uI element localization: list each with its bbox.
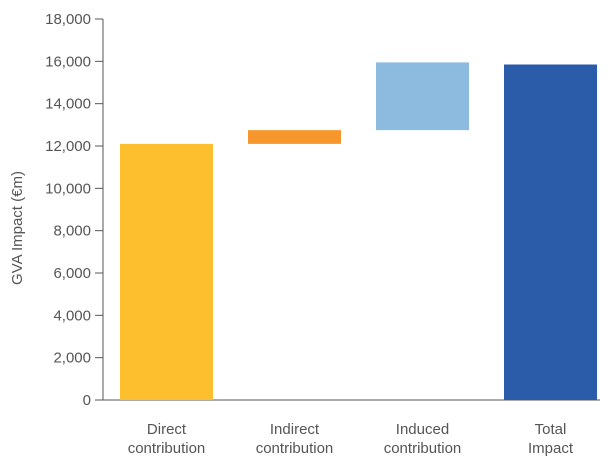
x-tick-label: contribution bbox=[384, 440, 462, 457]
bars bbox=[120, 62, 597, 400]
x-axis: Direct contribution Indirect contribution In… bbox=[128, 421, 574, 457]
y-tick-label: 4,000 bbox=[53, 307, 91, 324]
x-tick-label: Induced bbox=[396, 421, 449, 438]
bar bbox=[248, 130, 341, 144]
y-tick-label: 6,000 bbox=[53, 265, 91, 282]
y-tick-label: 10,000 bbox=[45, 180, 91, 197]
x-tick-label: contribution bbox=[128, 440, 206, 457]
y-axis: 0 2,000 4,000 6,000 8,000 10,000 12,000 14,000 1… bbox=[45, 11, 600, 409]
bar bbox=[376, 62, 469, 131]
y-tick-label: 2,000 bbox=[53, 350, 91, 367]
y-tick-label: 18,000 bbox=[45, 11, 91, 28]
y-tick-label: 14,000 bbox=[45, 96, 91, 113]
bar bbox=[120, 143, 213, 400]
y-axis-title: GVA Impact (€m) bbox=[9, 171, 26, 285]
y-tick-label: 12,000 bbox=[45, 138, 91, 155]
y-tick-label: 8,000 bbox=[53, 223, 91, 240]
bar bbox=[504, 64, 597, 400]
x-tick-label: Direct bbox=[147, 421, 187, 438]
x-tick-label: Indirect bbox=[270, 421, 320, 438]
y-tick-label: 16,000 bbox=[45, 53, 91, 70]
x-tick-label: contribution bbox=[256, 440, 334, 457]
x-tick-label: Total bbox=[535, 421, 567, 438]
y-tick-label: 0 bbox=[83, 392, 91, 409]
x-tick-label: Impact bbox=[528, 440, 574, 457]
